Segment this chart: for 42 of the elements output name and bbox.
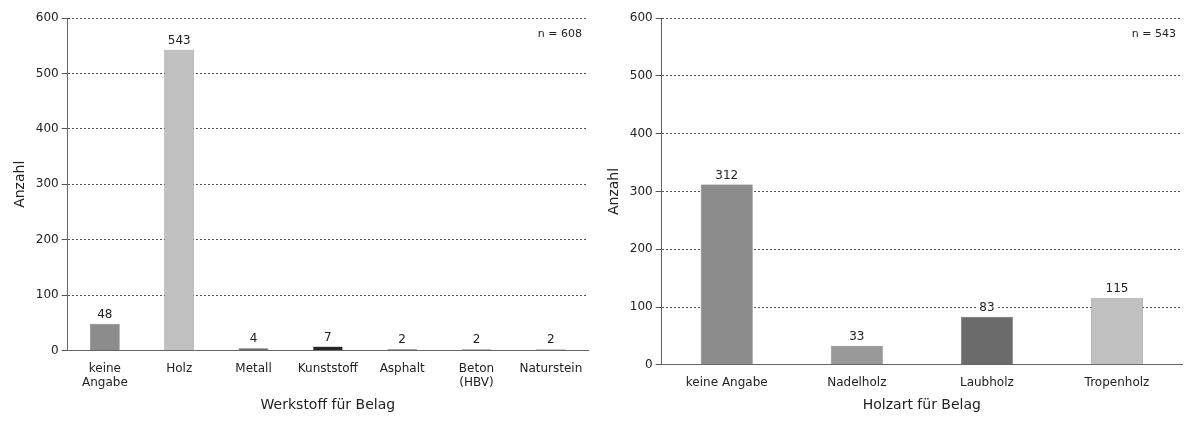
x-tick-label: Beton (HBV) (458, 360, 495, 390)
y-tick-label: 500 (629, 68, 653, 83)
data-label: 83 (979, 299, 995, 314)
data-label: 7 (324, 329, 332, 344)
data-label: 543 (167, 32, 191, 47)
data-label: 2 (398, 332, 406, 347)
y-tick-label: 300 (35, 176, 59, 191)
x-tick-label: keine Angabe (685, 375, 768, 390)
data-label: 312 (715, 167, 739, 182)
data-label: 2 (472, 332, 481, 347)
y-tick-label: 100 (35, 287, 59, 302)
data-label: 33 (849, 328, 865, 343)
x-tick-label: Nadelholz (827, 375, 887, 390)
x-tick-label: keine Angabe (81, 360, 128, 390)
x-tick-label: Naturstein (519, 360, 583, 375)
y-tick-label: 600 (629, 10, 653, 25)
y-tick-label: 400 (629, 125, 653, 140)
y-tick-label: 200 (35, 231, 59, 246)
y-axis-title: Anzahl (605, 167, 622, 216)
x-tick-label: Metall (235, 360, 272, 375)
y-tick-label: 200 (629, 241, 653, 256)
x-tick-label: Tropenholz (1083, 375, 1150, 390)
x-axis-title: Holzart für Belag (862, 396, 981, 413)
y-axis-title: Anzahl (11, 160, 28, 208)
data-label: 4 (249, 331, 258, 346)
annotation: n = 608 (537, 26, 582, 40)
y-tick-label: 0 (51, 342, 59, 357)
y-tick-label: 400 (35, 121, 59, 136)
annotation: n = 543 (1131, 26, 1176, 40)
y-tick-label: 100 (629, 299, 653, 314)
y-tick-label: 600 (35, 10, 59, 25)
y-tick-label: 300 (629, 183, 653, 198)
x-tick-label: Laubholz (959, 375, 1014, 390)
y-tick-label: 0 (645, 356, 653, 371)
x-tick-label: Holz (166, 360, 193, 375)
x-tick-label: Asphalt (379, 360, 426, 375)
data-label: 115 (1105, 281, 1129, 296)
data-label: 48 (97, 306, 113, 321)
y-tick-label: 500 (35, 65, 59, 80)
data-label: 2 (547, 332, 555, 347)
x-tick-label: Kunststoff (297, 360, 359, 375)
x-axis-title: Werkstoff für Belag (260, 396, 396, 413)
